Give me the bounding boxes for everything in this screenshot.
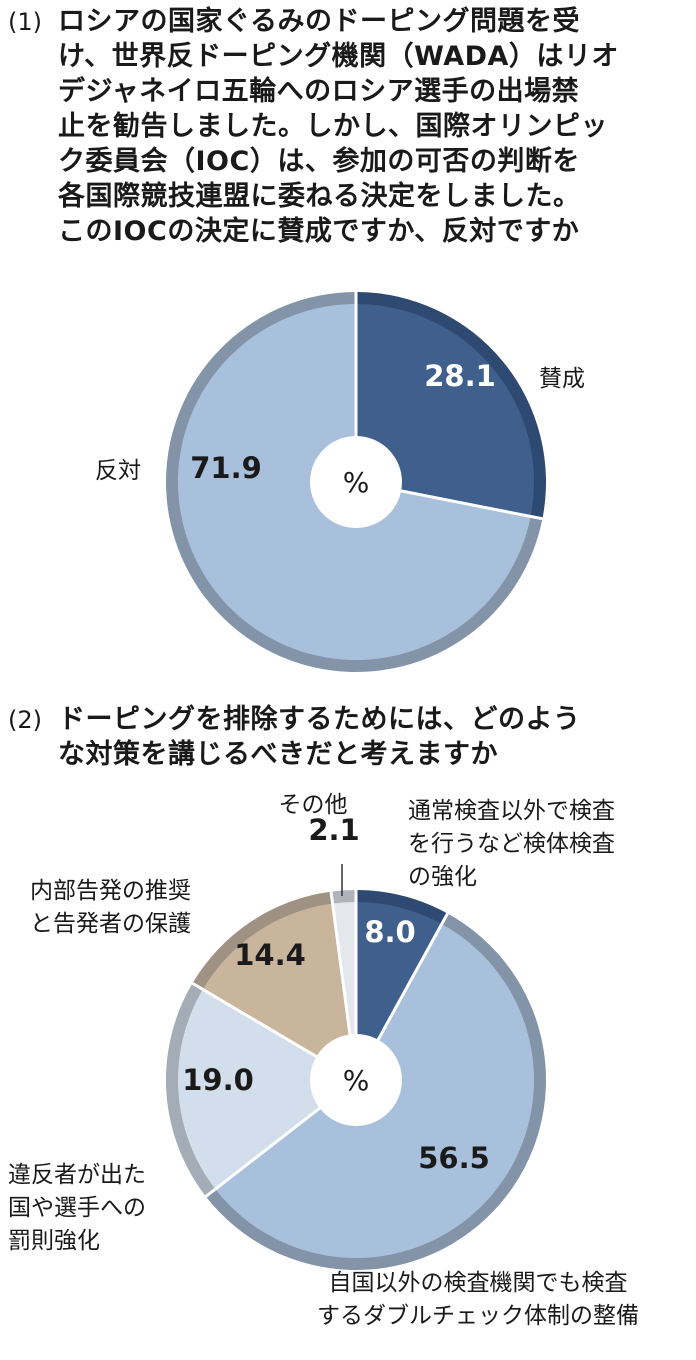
pie-2-category-label: 自国以外の検査機関でも検査するダブルチェック体制の整備	[317, 1270, 639, 1329]
pie-2-center-label: %	[343, 1064, 370, 1097]
question-2-line: ドーピングを排除するためには、どのよう	[58, 704, 581, 735]
pie-2-slice	[356, 902, 442, 1080]
question-1-number: (1)	[8, 8, 42, 36]
pie-2-category-label: 通常検査以外で検査を行うなど検体検査の強化	[408, 798, 615, 890]
pie-1-category-label: 反対	[95, 458, 141, 484]
question-1-line: け、世界反ドーピング機関（WADA）はリオ	[58, 41, 619, 72]
question-1-line: ロシアの国家ぐるみのドーピング問題を受	[58, 6, 580, 37]
pie-1-slice	[356, 304, 534, 517]
question-2-text: ドーピングを排除するためには、どのよう な対策を講じるべきだと考えますか	[58, 702, 692, 772]
pie-1-category-label: 賛成	[539, 366, 585, 392]
pie-2-category-label: その他	[279, 792, 348, 818]
question-1-line: このIOCの決定に賛成ですか、反対ですか	[58, 216, 580, 247]
question-1-text: ロシアの国家ぐるみのドーピング問題を受 け、世界反ドーピング機関（WADA）はリ…	[58, 4, 692, 249]
pie-1-value-label: 28.1	[424, 359, 496, 393]
pie-2-category-label: 違反者が出た国や選手への罰則強化	[8, 1162, 146, 1254]
question-2-number: (2)	[8, 706, 42, 734]
pie-1-value-label: 71.9	[190, 451, 262, 485]
pie-2-center-hole	[310, 1034, 402, 1126]
question-2-line: な対策を講じるべきだと考えますか	[58, 739, 498, 770]
pie-2-value-label: 8.0	[364, 915, 415, 949]
pie-2-value-label: 19.0	[182, 1063, 254, 1097]
question-1-line: 各国際競技連盟に委ねる決定をしました。	[58, 181, 581, 212]
question-1-line: デジャネイロ五輪へのロシア選手の出場禁	[58, 76, 580, 107]
pie-chart-1: % 28.1 賛成 71.9 反対	[95, 292, 585, 672]
pie-2-value-label: 56.5	[418, 1141, 490, 1175]
pie-1-center-label: %	[343, 466, 370, 499]
pie-2-slice	[202, 903, 356, 1080]
pie-2-value-label: 14.4	[234, 938, 306, 972]
pie-2-category-label: 内部告発の推奨と告発者の保護	[30, 878, 191, 937]
question-1-line: ク委員会（IOC）は、参加の可否の判断を	[58, 146, 580, 177]
pie-1-center-hole	[310, 436, 402, 528]
question-1-line: 止を勧告しました。しかし、国際オリンピッ	[58, 111, 608, 142]
pie-2-slice	[178, 989, 356, 1190]
pie-2-value-label: 2.1	[308, 813, 359, 847]
pie-chart-2: % 8.0 通常検査以外で検査を行うなど検体検査の強化 56.5 自国以外の検査機関でも…	[8, 792, 639, 1329]
